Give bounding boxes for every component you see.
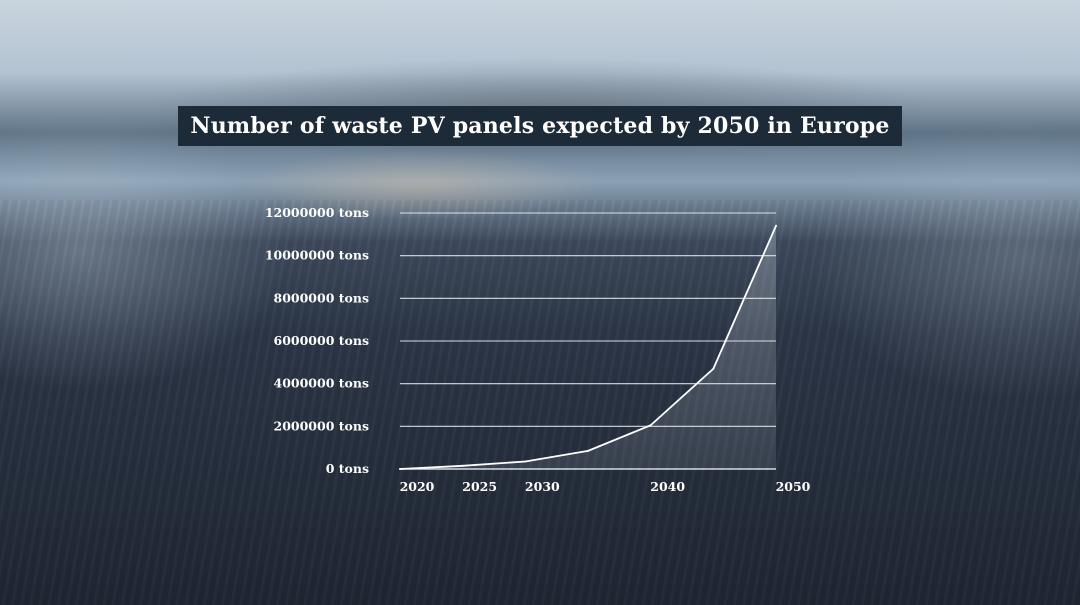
y-tick-label: 12000000 tons bbox=[265, 205, 369, 220]
y-tick-label: 10000000 tons bbox=[265, 248, 369, 263]
y-tick-label: 6000000 tons bbox=[274, 333, 369, 348]
data-point bbox=[399, 468, 401, 470]
data-point bbox=[587, 449, 589, 452]
x-tick-label: 2020 bbox=[400, 479, 435, 494]
data-point bbox=[461, 464, 464, 467]
chart-title: Number of waste PV panels expected by 20… bbox=[190, 113, 890, 139]
y-tick-label: 2000000 tons bbox=[274, 418, 369, 433]
x-tick-label: 2040 bbox=[650, 479, 685, 494]
data-point bbox=[712, 367, 715, 370]
y-tick-label: 4000000 tons bbox=[274, 376, 369, 391]
chart-title-banner: Number of waste PV panels expected by 20… bbox=[178, 106, 902, 146]
area-fill bbox=[400, 225, 776, 469]
data-point bbox=[775, 224, 777, 227]
x-tick-label: 2030 bbox=[525, 479, 560, 494]
y-tick-label: 0 tons bbox=[326, 461, 369, 476]
y-tick-label: 8000000 tons bbox=[274, 290, 369, 305]
background-solar-panel-texture bbox=[0, 200, 1080, 605]
data-point bbox=[649, 424, 652, 427]
x-tick-label: 2050 bbox=[776, 479, 811, 494]
x-tick-label: 2025 bbox=[462, 479, 497, 494]
data-point bbox=[524, 460, 527, 463]
